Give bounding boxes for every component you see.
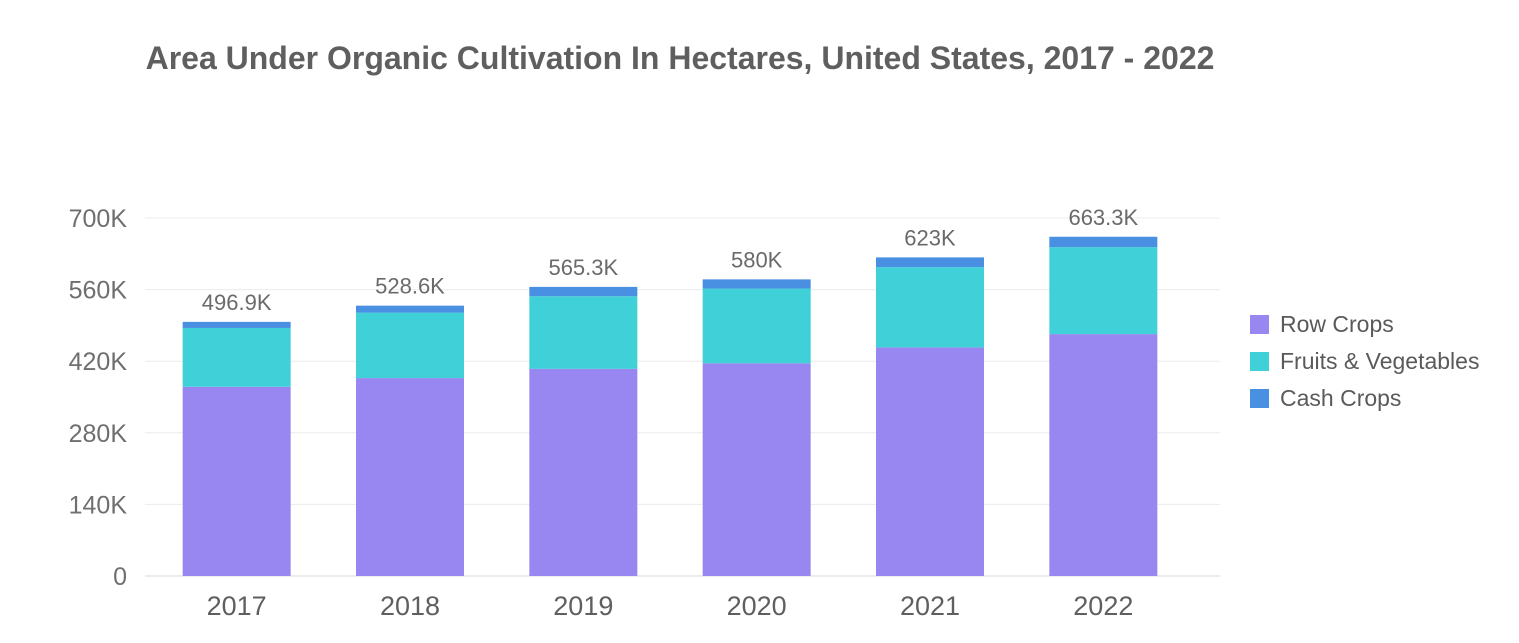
bar-segment <box>1049 247 1158 335</box>
bar-total-label: 580K <box>731 247 783 272</box>
bar-segment <box>1049 334 1158 576</box>
x-tick-label: 2018 <box>380 591 440 621</box>
bar-segment <box>182 321 291 328</box>
y-tick-label: 0 <box>113 563 127 591</box>
bar-segment <box>702 363 811 576</box>
bar-segment <box>702 288 811 364</box>
legend-label: Fruits & Vegetables <box>1280 348 1480 374</box>
bar-segment <box>1049 236 1158 248</box>
x-tick-label: 2021 <box>900 591 960 621</box>
y-tick-label: 140K <box>69 491 128 519</box>
bar-total-label: 623K <box>904 225 956 250</box>
bar-segment <box>356 378 464 576</box>
x-tick-label: 2017 <box>207 591 267 621</box>
bar-total-label: 496.9K <box>202 290 272 315</box>
legend-item-fruits-vegetables[interactable]: Fruits & Vegetables <box>1250 343 1479 380</box>
y-tick-label: 420K <box>69 348 128 376</box>
bar-segment <box>876 257 984 268</box>
x-tick-label: 2022 <box>1073 591 1133 621</box>
legend-swatch-row-crops <box>1250 315 1269 334</box>
legend-item-cash-crops[interactable]: Cash Crops <box>1250 380 1479 417</box>
bar-total-label: 565.3K <box>548 255 618 280</box>
bar-segment <box>876 267 984 348</box>
legend-swatch-fruits-vegetables <box>1250 352 1269 371</box>
chart-title: Area Under Organic Cultivation In Hectar… <box>145 40 1215 76</box>
bar-segment <box>356 312 464 379</box>
bar-segment <box>529 296 638 369</box>
bar-segment <box>702 279 811 289</box>
bar-segment <box>182 327 291 387</box>
bar-total-label: 663.3K <box>1068 205 1138 230</box>
legend-swatch-cash-crops <box>1250 389 1269 408</box>
legend: Row Crops Fruits & Vegetables Cash Crops <box>1250 306 1479 417</box>
bar-segment <box>876 347 984 576</box>
bar-segment <box>529 286 638 297</box>
y-tick-label: 280K <box>69 420 128 448</box>
bar-segment <box>529 368 638 576</box>
y-tick-label: 700K <box>69 205 128 233</box>
y-tick-label: 560K <box>69 277 128 305</box>
legend-label: Row Crops <box>1280 311 1394 337</box>
x-tick-label: 2019 <box>553 591 613 621</box>
bar-segment <box>182 386 291 576</box>
bar-segment <box>356 305 464 313</box>
x-tick-label: 2020 <box>727 591 787 621</box>
bar-total-label: 528.6K <box>375 274 445 299</box>
legend-item-row-crops[interactable]: Row Crops <box>1250 306 1479 343</box>
legend-label: Cash Crops <box>1280 385 1402 411</box>
